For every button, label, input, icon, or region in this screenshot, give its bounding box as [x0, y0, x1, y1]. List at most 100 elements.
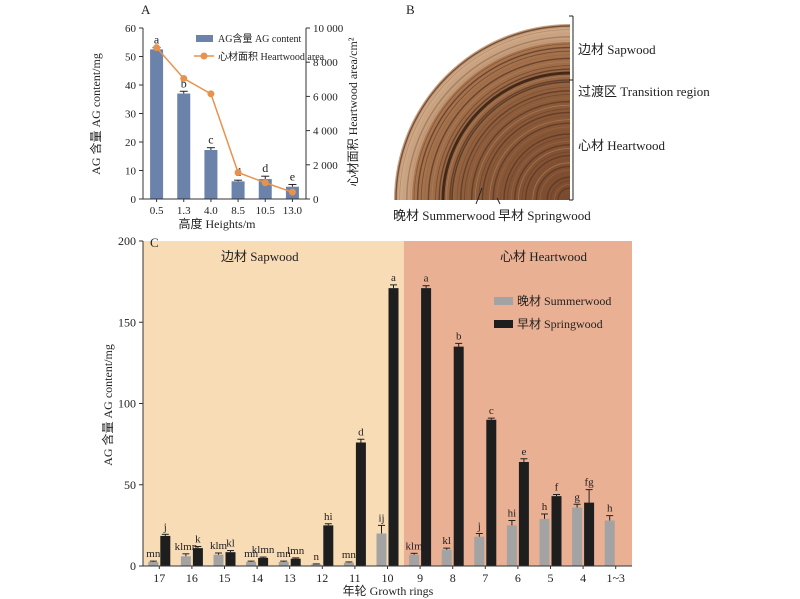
springwood-bar [225, 552, 236, 566]
panel-a-y-tick-label: 40 [125, 80, 137, 92]
growth-ring [550, 180, 570, 200]
springwood-pointer [496, 197, 501, 205]
panel-b-label: B [406, 2, 415, 17]
panel-c-x-tick-label: 9 [417, 571, 423, 585]
ag-content-significance-letter: a [154, 33, 160, 47]
panel-c-x-tick-label: 4 [580, 571, 586, 585]
summerwood-bar [311, 564, 322, 566]
summerwood-significance-letter: klm [406, 540, 424, 552]
growth-ring [535, 165, 570, 200]
springwood-significance-letter: a [391, 272, 396, 284]
panel-c-x-tick-label: 15 [219, 571, 231, 585]
growth-ring [445, 76, 570, 200]
summerwood-significance-letter: hi [508, 508, 517, 520]
growth-ring [514, 144, 570, 200]
panel-c-label: C [150, 235, 159, 250]
legend-marker-heartwood-area [200, 52, 208, 60]
legend-label-ag-content: AG含量 AG content [218, 32, 302, 45]
summerwood-bar [376, 533, 387, 566]
springwood-significance-letter: j [163, 521, 167, 533]
springwood-significance-letter: kl [226, 538, 235, 550]
panel-a-x-axis-title: 高度 Heights/m [179, 216, 257, 231]
heartwood-area-point [288, 188, 296, 196]
panel-c-y-tick-label: 0 [130, 559, 136, 573]
springwood-significance-letter: a [424, 273, 429, 285]
summerwood-bar [572, 507, 583, 566]
panel-c-x-tick-label: 17 [153, 571, 165, 585]
transition-region-annotation: 过渡区 Transition region [578, 84, 710, 99]
sapwood-region-label: 边材 Sapwood [221, 249, 299, 264]
legend-label-heartwood-area: 心材面积 Heartwood area [218, 50, 325, 63]
growth-ring [543, 173, 570, 200]
panel-c-x-tick-label: 11 [349, 571, 361, 585]
panel-a-y2-tick-label: 2 000 [313, 160, 338, 172]
legend-label-springwood: 早材 Springwood [517, 317, 603, 331]
summerwood-bar [474, 536, 485, 566]
panel-c-x-tick-label: 8 [450, 571, 456, 585]
growth-ring [532, 162, 570, 200]
springwood-significance-letter: klmn [252, 544, 275, 556]
growth-ring [554, 183, 570, 200]
growth-ring [481, 111, 570, 200]
ag-content-bar [150, 49, 164, 199]
panel-c-y-axis-title: AG 含量 AG content/mg [100, 344, 115, 466]
springwood-bar [551, 496, 562, 566]
panel-c-y-tick-label: 50 [124, 478, 136, 492]
panel-c-x-tick-label: 5 [548, 571, 554, 585]
panel-c-x-tick-label: 16 [186, 571, 198, 585]
summerwood-significance-letter: mn [277, 548, 292, 560]
summerwood-significance-letter: ij [378, 512, 384, 524]
summerwood-annotation: 晚材 Summerwood [393, 208, 496, 223]
growth-ring [518, 147, 570, 200]
panel-a-y2-tick-label: 10 000 [313, 23, 344, 35]
legend-swatch-ag-content [196, 35, 213, 42]
springwood-bar [453, 346, 464, 566]
summerwood-significance-letter: mn [244, 548, 259, 560]
growth-ring [424, 54, 570, 200]
summerwood-bar [278, 561, 289, 566]
panel-a-x-tick-label: 1.3 [177, 205, 191, 217]
growth-ring [528, 158, 570, 200]
panel-a-y-axis-title: AG 含量 AG content/mg [88, 53, 103, 175]
ag-content-bar [231, 181, 245, 199]
panel-c-x-tick-label: 6 [515, 571, 521, 585]
panel-c-x-tick-label: 7 [482, 571, 488, 585]
summerwood-significance-letter: h [542, 501, 548, 513]
summerwood-bar [409, 554, 420, 566]
growth-ring [496, 126, 570, 200]
springwood-significance-letter: c [489, 405, 494, 417]
ag-content-significance-letter: e [290, 169, 295, 183]
panel-c-y-tick-label: 150 [118, 315, 136, 329]
springwood-bar [355, 442, 366, 566]
heartwood-area-line [156, 47, 293, 193]
growth-ring [499, 129, 570, 200]
panel-c-x-tick-label: 13 [284, 571, 296, 585]
panel-a-x-tick-label: 10.5 [256, 205, 276, 217]
summerwood-significance-letter: mn [342, 549, 357, 561]
springwood-significance-letter: k [195, 534, 201, 546]
springwood-bar [323, 525, 334, 566]
springwood-significance-letter: e [521, 446, 526, 458]
growth-ring [510, 140, 570, 200]
panel-b-wood-section: B [394, 2, 574, 205]
panel-a-y-tick-label: 0 [131, 194, 137, 206]
panel-a-y-tick-label: 10 [125, 166, 137, 178]
panel-c-x-tick-label: 12 [316, 571, 328, 585]
summerwood-significance-letter: j [477, 521, 481, 533]
ag-content-significance-letter: c [208, 133, 213, 147]
summerwood-significance-letter: klm [210, 540, 228, 552]
summerwood-significance-letter: kl [442, 535, 451, 547]
panel-a-x-tick-label: 8.5 [231, 205, 245, 217]
ag-content-bar [177, 93, 191, 199]
wood-rings [395, 25, 570, 200]
springwood-bar [258, 557, 269, 566]
panel-a-legend: AG含量 AG content 心材面积 Heartwood area [194, 32, 325, 63]
panel-a-x-tick-label: 4.0 [204, 205, 218, 217]
panel-a-y-tick-label: 50 [125, 52, 137, 64]
wood-cross-section-image [394, 24, 570, 200]
growth-ring [524, 154, 570, 200]
heartwood-area-point [180, 74, 188, 82]
panel-a-x-tick-label: 13.0 [283, 205, 303, 217]
